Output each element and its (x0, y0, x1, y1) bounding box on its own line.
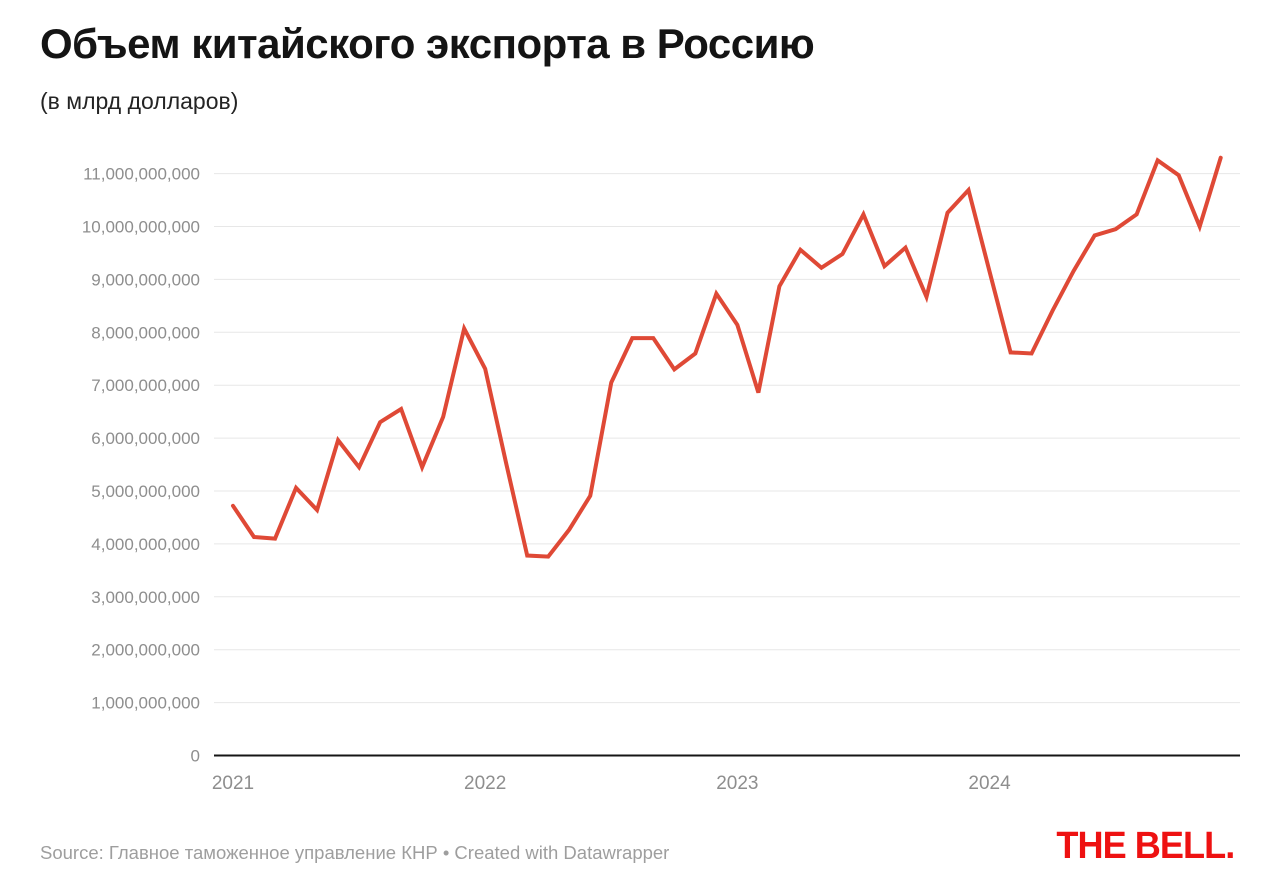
logo-the-bell: THE BELL. (1056, 825, 1235, 867)
y-tick-label: 1,000,000,000 (91, 694, 200, 713)
y-tick-label: 9,000,000,000 (91, 270, 200, 289)
y-tick-label: 3,000,000,000 (91, 588, 200, 607)
y-tick-label: 2,000,000,000 (91, 641, 200, 660)
y-tick-label: 7,000,000,000 (91, 376, 200, 395)
y-tick-label: 5,000,000,000 (91, 482, 200, 501)
source-note: Source: Главное таможенное управление КН… (40, 842, 670, 863)
y-tick-label: 10,000,000,000 (82, 218, 200, 237)
y-tick-label: 11,000,000,000 (83, 165, 200, 184)
y-tick-label: 6,000,000,000 (91, 429, 200, 448)
x-tick-label: 2021 (212, 773, 254, 794)
y-tick-label: 0 (191, 747, 200, 766)
data-line-exports (231, 155, 1223, 559)
x-tick-label: 2024 (968, 773, 1011, 794)
x-tick-label: 2022 (464, 773, 506, 794)
chart-subtitle: (в млрд долларов) (40, 88, 239, 114)
y-tick-label: 4,000,000,000 (91, 535, 200, 554)
x-tick-label: 2023 (716, 773, 758, 794)
chart-title: Объем китайского экспорта в Россию (40, 20, 815, 67)
y-tick-label: 8,000,000,000 (91, 323, 200, 342)
